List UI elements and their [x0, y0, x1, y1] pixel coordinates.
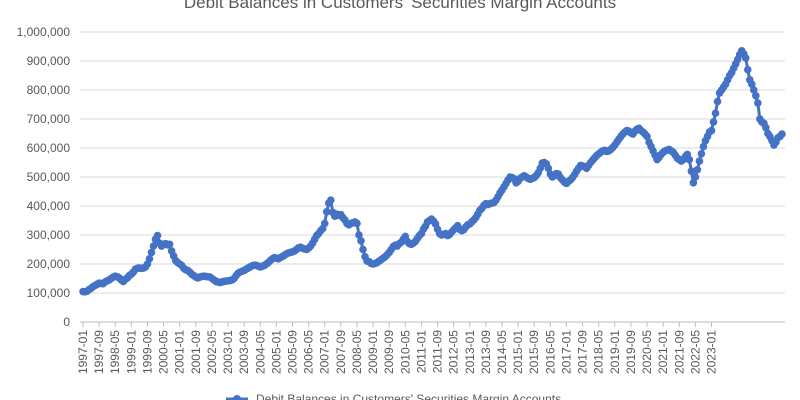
y-tick-label: 1,000,000	[17, 25, 71, 39]
x-tick-label: 1999-09	[140, 330, 154, 374]
chart-title: Debit Balances in Customers' Securities …	[184, 0, 616, 12]
data-point	[709, 118, 718, 126]
x-tick-label: 2022-05	[688, 330, 702, 374]
series-group	[79, 47, 786, 296]
data-point	[762, 123, 770, 132]
x-tick-label: 2003-09	[237, 330, 251, 374]
x-tick-label: 2014-05	[495, 330, 509, 374]
x-tick-label: 2017-09	[576, 330, 590, 374]
x-tick-label: 2004-05	[253, 330, 267, 374]
x-tick-label: 2015-09	[527, 330, 541, 374]
data-point	[750, 86, 758, 94]
data-point	[691, 173, 700, 181]
x-tick-label: 2023-01	[704, 330, 718, 374]
x-tick-label: 2007-09	[334, 330, 348, 374]
data-point	[754, 99, 762, 107]
data-point	[353, 219, 361, 228]
x-tick-label: 2017-01	[559, 330, 573, 374]
data-point	[149, 242, 158, 250]
x-tick-label: 2009-01	[366, 330, 380, 374]
data-point	[752, 92, 760, 100]
data-point	[685, 155, 694, 164]
data-point	[687, 167, 696, 175]
y-tick-label: 200,000	[27, 257, 71, 271]
x-tick-label: 2003-01	[221, 330, 235, 374]
data-point	[165, 240, 174, 249]
data-point	[355, 231, 363, 239]
y-tick-label: 300,000	[27, 228, 71, 242]
y-tick-label: 500,000	[27, 170, 71, 184]
x-tick-label: 2011-09	[431, 330, 445, 373]
x-tick-label: 2019-01	[608, 330, 622, 374]
y-tick-label: 700,000	[27, 112, 71, 126]
legend-label: Debit Balances in Customers' Securities …	[256, 392, 561, 400]
x-tick-label: 2021-09	[672, 330, 686, 374]
y-tick-label: 0	[63, 315, 70, 329]
x-tick-label: 2016-05	[543, 330, 557, 374]
x-tick-label: 2013-09	[479, 330, 493, 374]
legend-marker	[233, 395, 241, 400]
data-point	[145, 254, 154, 263]
x-tick-label: 1997-09	[92, 330, 106, 374]
x-tick-label: 2001-09	[189, 330, 203, 374]
data-point	[711, 109, 720, 117]
data-point	[544, 164, 553, 173]
data-point	[743, 65, 752, 74]
y-tick-label: 400,000	[27, 199, 71, 213]
x-tick-label: 2015-01	[511, 330, 525, 374]
x-tick-label: 1999-01	[124, 330, 138, 374]
data-point	[747, 80, 756, 88]
x-tick-label: 2001-01	[173, 330, 187, 374]
data-point	[320, 219, 329, 228]
x-tick-label: 2012-05	[447, 330, 461, 374]
gridlines	[80, 31, 785, 294]
x-tick-label: 2018-05	[592, 330, 606, 374]
data-point	[326, 196, 335, 204]
y-tick-label: 800,000	[27, 83, 71, 97]
data-point	[689, 179, 698, 187]
x-tick-label: 2008-05	[350, 330, 364, 374]
x-tick-label: 2000-05	[157, 330, 171, 374]
x-tick-label: 2007-01	[318, 330, 332, 374]
y-tick-label: 900,000	[27, 54, 71, 68]
x-axis: 1997-01 1997-09 1998-05 1999-01 1999-09 2000-…	[76, 321, 785, 374]
x-tick-label: 1997-01	[76, 330, 90, 374]
data-point	[741, 54, 750, 62]
data-point	[153, 231, 162, 240]
x-tick-label: 2009-09	[382, 330, 396, 374]
data-point	[357, 237, 365, 245]
x-tick-label: 2006-05	[302, 330, 316, 374]
x-tick-label: 2010-05	[398, 330, 412, 374]
data-point	[707, 126, 716, 135]
x-tick-label: 2011-01	[414, 330, 428, 373]
data-point	[699, 142, 708, 151]
data-point	[322, 208, 331, 216]
y-tick-label: 600,000	[27, 141, 71, 155]
data-point	[643, 132, 651, 141]
y-axis-tick-labels: 0 100,000 200,000 300,000 400,000 500,000 600,…	[17, 25, 71, 329]
data-point	[778, 130, 786, 138]
legend[interactable]: Debit Balances in Customers' Securities …	[226, 392, 561, 400]
data-point	[713, 97, 722, 106]
data-point	[693, 165, 702, 174]
data-point	[697, 150, 706, 158]
x-tick-label: 2021-01	[656, 330, 670, 374]
y-tick-label: 100,000	[27, 286, 71, 300]
x-tick-label: 2020-05	[640, 330, 654, 374]
x-tick-label: 2002-05	[205, 330, 219, 374]
x-tick-label: 1998-05	[108, 330, 122, 374]
x-tick-label: 2005-09	[285, 330, 299, 374]
x-tick-label: 2005-01	[269, 330, 283, 374]
data-point	[359, 245, 367, 254]
data-point	[695, 157, 704, 165]
x-tick-label: 2013-01	[463, 330, 477, 374]
data-point	[147, 248, 156, 257]
x-tick-label: 2019-09	[624, 330, 638, 374]
